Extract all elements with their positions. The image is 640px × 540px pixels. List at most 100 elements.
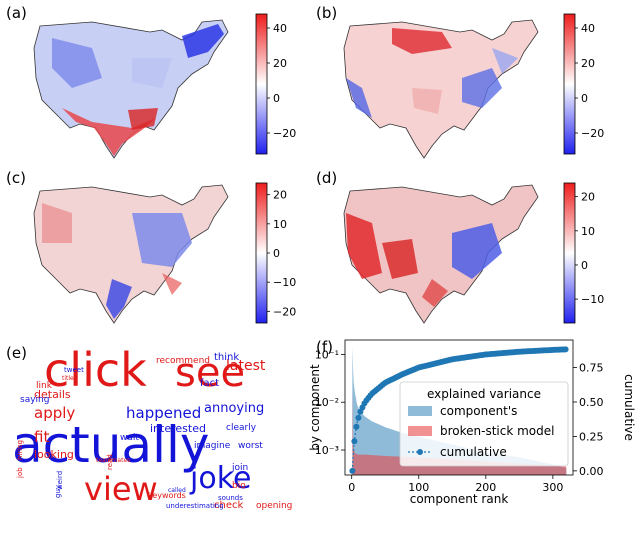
word-opening: opening xyxy=(256,501,292,511)
x-tick-label: 100 xyxy=(408,481,429,494)
cumulative-point xyxy=(562,346,569,353)
word-imagine: imagine xyxy=(194,441,231,451)
y-tick-label-left: 10⁻³ xyxy=(315,444,339,457)
word-fit: fit xyxy=(34,428,49,446)
word-see: see xyxy=(175,350,245,396)
y-tick-label-left: 10⁻² xyxy=(315,396,339,409)
word-hiring: hiring xyxy=(16,440,24,460)
colorbar-tick-label: 0 xyxy=(581,259,588,272)
word-keywords: keywords xyxy=(148,491,186,500)
colorbar-c: 20 10 0 −10 −20 xyxy=(255,182,296,324)
y-tick-label-left: 10⁻¹ xyxy=(315,348,339,361)
word-called: called xyxy=(168,487,186,494)
word-clearly: clearly xyxy=(226,423,257,433)
y-tick-label-right: 0.00 xyxy=(579,465,604,478)
word-saying: saying xyxy=(20,395,49,405)
word-details: details xyxy=(34,388,71,401)
colorbar-tick-label: 20 xyxy=(581,57,595,70)
variance-chart: 0 100 200 300 10⁻³ 10⁻² 10⁻¹ 0.00 0.25 0.50 0.75 co… xyxy=(308,339,636,506)
word-sounds: sounds xyxy=(218,494,243,502)
word-underestimating: underestimating xyxy=(166,502,224,510)
cumulative-point xyxy=(349,467,356,474)
word-joke: joke xyxy=(189,461,251,496)
colorbar-tick-label: 0 xyxy=(581,92,588,105)
legend: explained variance component's broken-stic… xyxy=(399,381,569,467)
panel-label-c: (c) xyxy=(6,169,26,187)
panel-label-e: (e) xyxy=(6,344,27,362)
word-think: think xyxy=(214,352,239,363)
panel-label-d: (d) xyxy=(316,169,337,187)
colorbar-d: 20 10 0 −10 xyxy=(563,182,604,324)
word-click: click xyxy=(44,343,147,397)
colorbar-tick-label: 20 xyxy=(273,189,287,202)
legend-swatch-cumulative-marker xyxy=(417,449,423,455)
colorbar-tick-label: −20 xyxy=(581,127,604,140)
legend-entry: component's xyxy=(440,404,517,418)
map-panel-c xyxy=(33,184,229,324)
cumulative-point xyxy=(355,414,362,421)
colorbar-tick-label: 10 xyxy=(273,218,287,231)
word-fact: fact xyxy=(200,378,219,389)
word-recommend: recommend xyxy=(156,356,210,366)
word-interested: interested xyxy=(150,422,206,435)
x-axis-label: component rank xyxy=(410,492,509,506)
word-read: read xyxy=(106,454,114,470)
y-tick-label-right: 0.50 xyxy=(579,396,604,409)
legend-swatch-components xyxy=(408,406,432,416)
word-tweet: tweet xyxy=(64,366,84,374)
word-link: link xyxy=(36,381,53,391)
word-annoying: annoying xyxy=(204,401,264,416)
colorbar-tick-label: −10 xyxy=(273,276,296,289)
colorbar-tick-label: 40 xyxy=(581,22,595,35)
colorbar-tick-label: −20 xyxy=(273,305,296,318)
colorbar-b: 40 20 0 −20 xyxy=(563,13,604,155)
word-wait: wait xyxy=(120,433,139,443)
word-view: view xyxy=(84,470,158,508)
x-tick-label: 300 xyxy=(542,481,563,494)
legend-entry: cumulative xyxy=(440,445,507,459)
map-panel-b xyxy=(343,19,539,159)
panel-label-f: (f) xyxy=(316,338,333,356)
colorbar-tick-label: 20 xyxy=(581,191,595,204)
word-job: job xyxy=(16,467,24,479)
panel-label-a: (a) xyxy=(6,4,27,22)
x-tick-label: 200 xyxy=(475,481,496,494)
panel-label-b: (b) xyxy=(316,4,337,22)
cumulative-point xyxy=(353,423,360,430)
colorbar-a: 40 20 0 −20 xyxy=(255,13,296,155)
word-worst: worst xyxy=(238,441,263,451)
word-titles: titles xyxy=(62,375,77,382)
y-axis-label-right: cumulative xyxy=(622,374,636,441)
word-apply: apply xyxy=(34,404,75,422)
legend-title: explained variance xyxy=(427,387,541,401)
word-weird: weird xyxy=(56,471,64,490)
colorbar-tick-label: −20 xyxy=(273,127,296,140)
cumulative-point xyxy=(351,438,358,445)
map-panel-d xyxy=(343,184,539,324)
y-tick-label-right: 0.75 xyxy=(579,362,604,375)
word-guy: guy xyxy=(54,485,62,498)
colorbar-tick-label: −10 xyxy=(581,293,604,306)
word-happened: happened xyxy=(126,404,201,422)
colorbar-tick-label: 10 xyxy=(581,225,595,238)
y-axis-label-left: by component xyxy=(308,364,322,451)
word-join: join xyxy=(231,463,248,473)
word-actually: actually xyxy=(12,416,209,474)
map-panel-a xyxy=(33,19,229,159)
word-check: check xyxy=(214,500,243,511)
word-teammates: teammates xyxy=(96,457,130,464)
colorbar-tick-label: 0 xyxy=(273,92,280,105)
legend-box xyxy=(399,381,569,467)
y-tick-label-right: 0.25 xyxy=(579,430,604,443)
colorbar-tick-label: 0 xyxy=(273,247,280,260)
legend-entry: broken-stick model xyxy=(440,424,555,438)
legend-swatch-broken-stick xyxy=(408,426,432,436)
colorbar-tick-label: 20 xyxy=(273,57,287,70)
colorbar-tick-label: 40 xyxy=(273,22,287,35)
word-bio: bio xyxy=(232,481,246,491)
plot-frame xyxy=(344,339,574,476)
word-latest: latest xyxy=(226,358,266,374)
x-tick-label: 0 xyxy=(348,481,355,494)
